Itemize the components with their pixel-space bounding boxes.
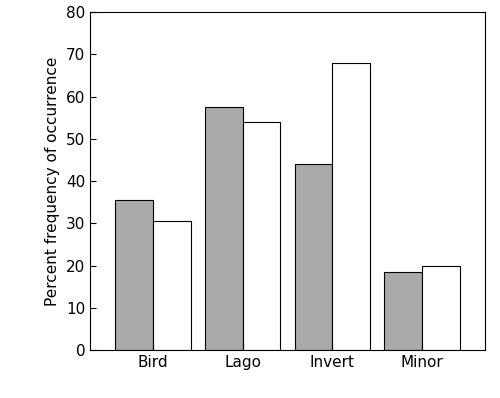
Bar bbox=[332, 62, 370, 350]
Bar bbox=[153, 221, 190, 350]
Bar bbox=[384, 272, 422, 350]
Bar bbox=[294, 164, 333, 350]
Bar bbox=[242, 122, 281, 350]
Y-axis label: Percent frequency of occurrence: Percent frequency of occurrence bbox=[45, 57, 60, 306]
Bar bbox=[205, 107, 242, 350]
Bar bbox=[115, 200, 153, 350]
Bar bbox=[422, 266, 460, 350]
